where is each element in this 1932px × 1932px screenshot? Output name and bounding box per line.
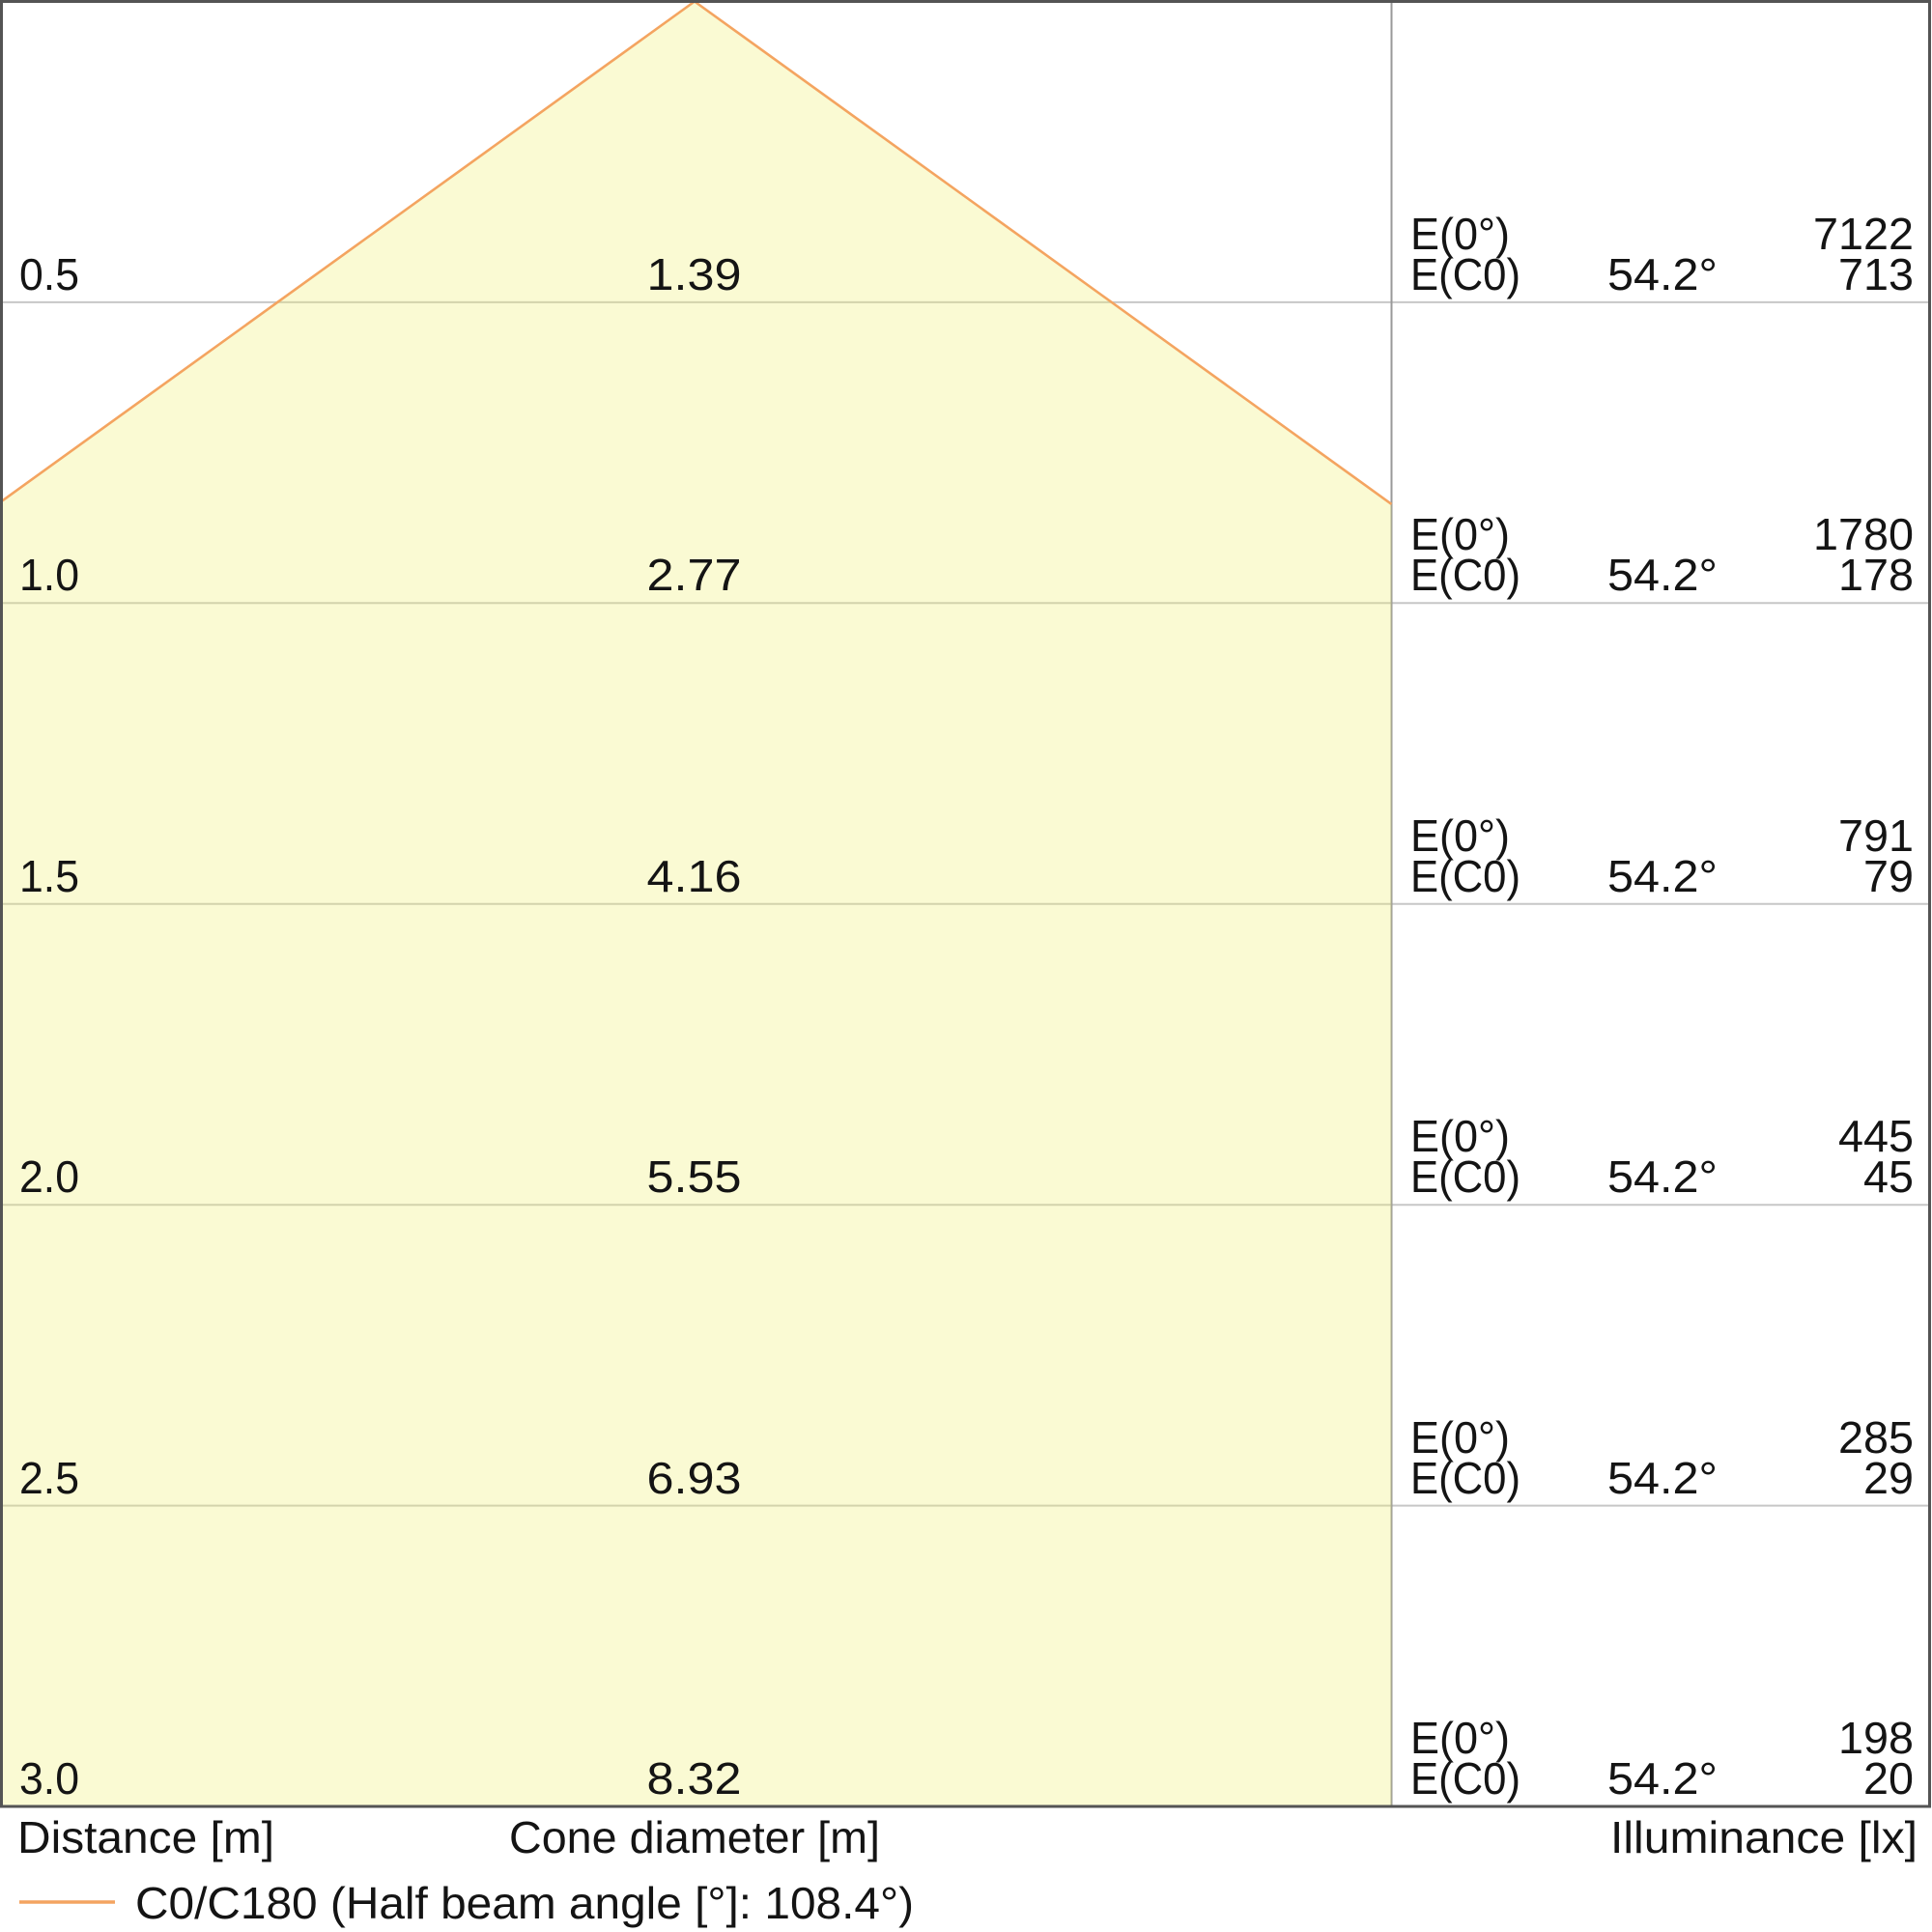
- svg-text:54.2°: 54.2°: [1607, 1151, 1718, 1202]
- svg-text:E(0°): E(0°): [1410, 509, 1510, 559]
- svg-text:713: 713: [1838, 249, 1914, 299]
- svg-text:4.16: 4.16: [647, 851, 742, 901]
- svg-text:54.2°: 54.2°: [1607, 1453, 1718, 1503]
- svg-text:3.0: 3.0: [19, 1753, 79, 1804]
- svg-text:E(C0): E(C0): [1410, 249, 1520, 299]
- svg-text:178: 178: [1838, 550, 1914, 600]
- svg-text:E(0°): E(0°): [1410, 810, 1510, 861]
- svg-text:8.32: 8.32: [647, 1753, 742, 1804]
- svg-text:E(0°): E(0°): [1410, 1111, 1510, 1161]
- svg-text:E(C0): E(C0): [1410, 550, 1520, 600]
- svg-text:1.0: 1.0: [19, 550, 79, 600]
- svg-text:2.0: 2.0: [19, 1151, 79, 1202]
- svg-text:1.39: 1.39: [647, 249, 742, 299]
- svg-text:20: 20: [1863, 1753, 1914, 1804]
- svg-text:54.2°: 54.2°: [1607, 550, 1718, 600]
- svg-text:54.2°: 54.2°: [1607, 1753, 1718, 1804]
- svg-text:6.93: 6.93: [647, 1453, 742, 1503]
- svg-text:198: 198: [1838, 1713, 1914, 1763]
- svg-text:2.77: 2.77: [647, 550, 742, 600]
- svg-text:5.55: 5.55: [647, 1151, 742, 1202]
- svg-text:2.5: 2.5: [19, 1453, 79, 1503]
- svg-text:E(0°): E(0°): [1410, 1412, 1510, 1463]
- svg-text:C0/C180 (Half beam angle [°]:: C0/C180 (Half beam angle [°]: 108.4°): [135, 1878, 914, 1928]
- svg-text:E(C0): E(C0): [1410, 1453, 1520, 1503]
- svg-text:E(C0): E(C0): [1410, 851, 1520, 901]
- svg-text:54.2°: 54.2°: [1607, 249, 1718, 299]
- svg-text:79: 79: [1863, 851, 1914, 901]
- svg-text:1.5: 1.5: [19, 851, 79, 901]
- svg-text:E(C0): E(C0): [1410, 1151, 1520, 1202]
- svg-text:0.5: 0.5: [19, 249, 79, 299]
- svg-text:45: 45: [1863, 1151, 1914, 1202]
- svg-text:E(0°): E(0°): [1410, 209, 1510, 259]
- svg-text:E(0°): E(0°): [1410, 1713, 1510, 1763]
- svg-text:54.2°: 54.2°: [1607, 851, 1718, 901]
- svg-text:7122: 7122: [1813, 209, 1914, 259]
- svg-text:445: 445: [1838, 1111, 1914, 1161]
- svg-text:29: 29: [1863, 1453, 1914, 1503]
- svg-text:791: 791: [1838, 810, 1914, 861]
- svg-text:Cone diameter [m]: Cone diameter [m]: [509, 1812, 880, 1862]
- svg-text:E(C0): E(C0): [1410, 1753, 1520, 1804]
- svg-text:285: 285: [1838, 1412, 1914, 1463]
- svg-text:Distance [m]: Distance [m]: [17, 1812, 274, 1862]
- svg-text:Illuminance [lx]: Illuminance [lx]: [1610, 1812, 1918, 1862]
- svg-text:1780: 1780: [1813, 509, 1914, 559]
